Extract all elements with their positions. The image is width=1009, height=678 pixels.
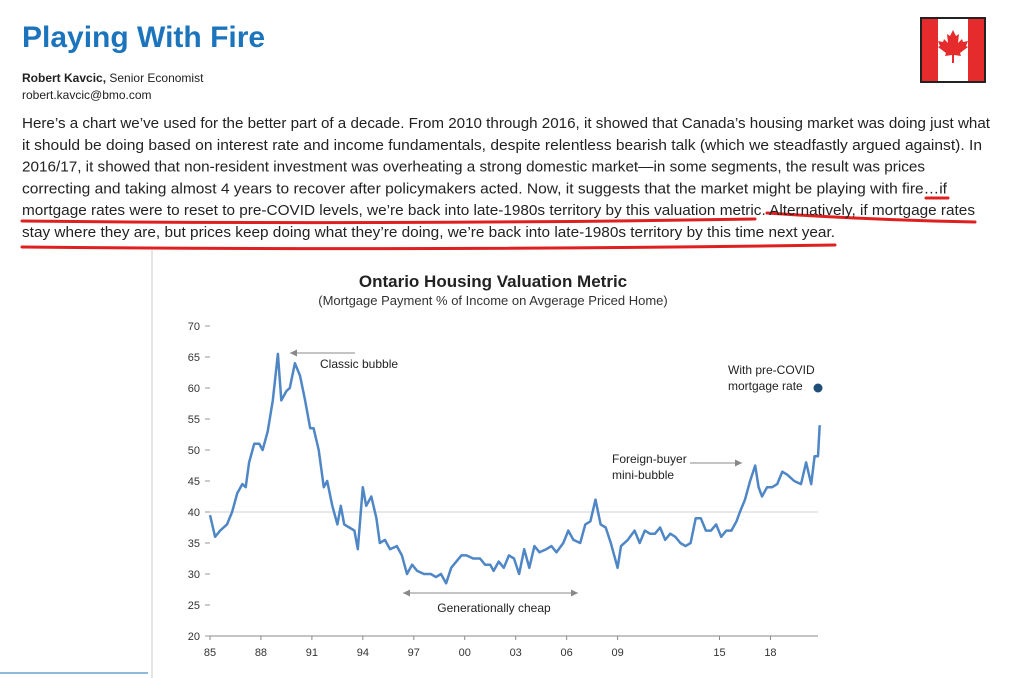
y-tick-label: 60	[188, 383, 200, 395]
pre-covid-point	[813, 383, 823, 393]
arrow-head	[571, 589, 578, 597]
y-tick-label: 45	[188, 476, 200, 488]
annotation: mortgage rate	[728, 379, 803, 393]
y-tick-label: 20	[188, 631, 200, 643]
flag	[920, 17, 986, 83]
x-tick-label: 09	[611, 647, 623, 659]
arrow-head	[403, 589, 410, 597]
y-tick-label: 70	[188, 321, 200, 333]
chart-subtitle: (Mortgage Payment % of Income on Avgerag…	[318, 293, 668, 308]
author: Robert Kavcic, Senior Economist	[22, 71, 204, 85]
x-tick-label: 85	[204, 647, 216, 659]
y-tick-label: 65	[188, 352, 200, 364]
annotation: mini-bubble	[612, 468, 674, 482]
paragraph-line: it should be doing based on interest rat…	[22, 137, 982, 154]
highlight-underlines	[20, 196, 977, 251]
paragraph-line: stay where they are, but prices keep doi…	[22, 224, 835, 241]
chart-title: Ontario Housing Valuation Metric	[359, 272, 627, 291]
y-tick-label: 55	[188, 414, 200, 426]
x-tick-label: 00	[459, 647, 471, 659]
x-tick-label: 18	[764, 647, 776, 659]
paragraph-line: correcting and taking almost 4 years to …	[22, 180, 948, 197]
title: Playing With Fire	[22, 21, 265, 54]
x-tick-label: 06	[561, 647, 573, 659]
y-tick-label: 40	[188, 507, 200, 519]
y-tick-label: 25	[188, 600, 200, 612]
x-tick-label: 94	[357, 647, 369, 659]
author-role: Senior Economist	[109, 71, 204, 85]
x-tick-label: 88	[255, 647, 267, 659]
arrow-head	[735, 459, 742, 467]
author-name: Robert Kavcic,	[22, 71, 106, 85]
y-tick-label: 30	[188, 569, 200, 581]
paragraph-line: 2016/17, it showed that non-resident inv…	[22, 159, 925, 176]
x-tick-label: 15	[713, 647, 725, 659]
annotation: Foreign-buyer	[612, 452, 687, 466]
x-tick-label: 03	[510, 647, 522, 659]
x-tick-label: 91	[306, 647, 318, 659]
paragraph-line: mortgage rates were to reset to pre-COVI…	[22, 202, 975, 219]
paragraph-line: Here’s a chart we’ve used for the better…	[22, 115, 991, 132]
annotation: Classic bubble	[320, 357, 398, 371]
annotation: Generationally cheap	[437, 601, 551, 615]
arrow-head	[290, 349, 297, 357]
annotation: With pre-COVID	[728, 363, 815, 377]
email: robert.kavcic@bmo.com	[22, 88, 152, 102]
y-tick-label: 35	[188, 538, 200, 550]
x-tick-label: 97	[408, 647, 420, 659]
series-line	[208, 352, 821, 585]
y-tick-label: 50	[188, 445, 200, 457]
